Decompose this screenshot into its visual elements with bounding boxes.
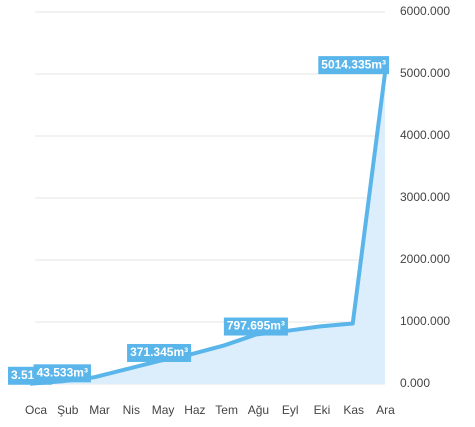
y-tick-label: 1000.000	[400, 314, 450, 328]
x-tick-label: Tem	[215, 403, 238, 417]
y-tick-label: 6000.000	[400, 4, 450, 18]
x-tick-label: Haz	[184, 403, 205, 417]
y-tick-label: 0.000	[400, 376, 430, 390]
x-tick-label: Eki	[314, 403, 331, 417]
value-label-text: 371.345m³	[130, 345, 188, 359]
x-tick-label: Kas	[343, 403, 364, 417]
y-tick-label: 3000.000	[400, 190, 450, 204]
value-label: 797.695m³	[223, 317, 288, 336]
value-label-text: 43.533m³	[37, 365, 88, 379]
value-label-box	[33, 364, 91, 383]
value-label-box	[318, 56, 389, 75]
value-label-text: 5014.335m³	[321, 57, 386, 71]
x-tick-label: Nis	[123, 403, 140, 417]
value-label-box	[127, 343, 192, 362]
value-label: 5014.335m³	[318, 56, 389, 75]
x-tick-label: Ağu	[248, 403, 269, 417]
value-label-box	[223, 317, 288, 336]
y-tick-label: 4000.000	[400, 128, 450, 142]
x-tick-label: Şub	[57, 403, 79, 417]
x-tick-label: May	[152, 403, 175, 417]
y-tick-label: 2000.000	[400, 252, 450, 266]
x-tick-label: Oca	[25, 403, 47, 417]
value-label: 371.345m³	[127, 343, 192, 362]
y-tick-label: 5000.000	[400, 66, 450, 80]
x-tick-label: Mar	[89, 403, 110, 417]
area	[30, 73, 385, 384]
x-tick-label: Ara	[376, 403, 395, 417]
value-label-text: 797.695m³	[227, 319, 285, 333]
value-label: 43.533m³	[33, 364, 91, 383]
x-tick-label: Eyl	[282, 403, 299, 417]
